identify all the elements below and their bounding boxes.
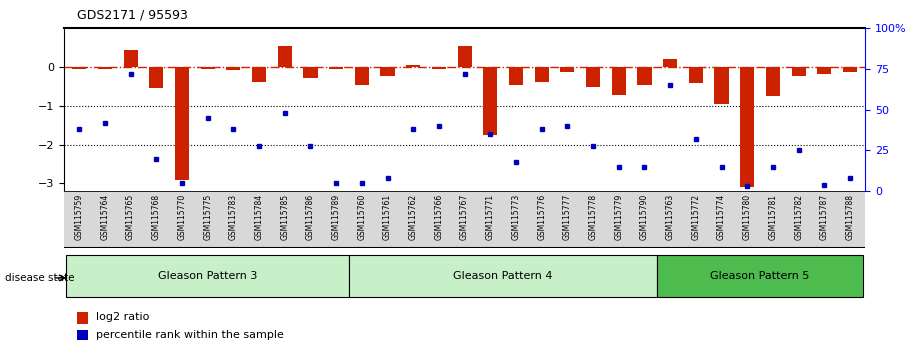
Bar (200, 67, 215, 69)
Text: GSM115765: GSM115765 (126, 194, 135, 240)
Bar (663, 58, 677, 67)
Bar (432, 67, 446, 69)
Text: GSM115759: GSM115759 (75, 194, 84, 240)
Text: GSM115778: GSM115778 (589, 194, 598, 240)
Bar (175, 67, 189, 179)
Bar (792, 67, 805, 76)
Text: GSM115782: GSM115782 (794, 194, 804, 240)
Text: GSM115788: GSM115788 (845, 194, 855, 240)
Bar (354, 67, 369, 85)
Text: GSM115770: GSM115770 (178, 194, 187, 240)
Text: GSM115775: GSM115775 (203, 194, 212, 240)
Bar (124, 50, 138, 67)
Bar (457, 46, 472, 67)
Text: Gleason Pattern 5: Gleason Pattern 5 (711, 271, 810, 281)
Bar (97, 67, 112, 69)
Text: GSM115773: GSM115773 (511, 194, 520, 240)
Text: GSM115774: GSM115774 (717, 194, 726, 240)
Bar (535, 67, 548, 82)
Text: GSM115779: GSM115779 (614, 194, 623, 240)
Bar (843, 67, 857, 72)
Bar (560, 67, 575, 72)
Bar (483, 67, 497, 135)
Text: GSM115776: GSM115776 (537, 194, 547, 240)
Bar (72, 67, 87, 69)
Text: GDS2171 / 95593: GDS2171 / 95593 (77, 9, 189, 22)
Text: GSM115789: GSM115789 (332, 194, 341, 240)
Text: GSM115768: GSM115768 (152, 194, 160, 240)
Bar (509, 67, 523, 85)
Text: GSM115780: GSM115780 (742, 194, 752, 240)
Text: GSM115784: GSM115784 (254, 194, 263, 240)
Bar (226, 67, 241, 70)
Text: GSM115762: GSM115762 (409, 194, 418, 240)
Text: GSM115763: GSM115763 (666, 194, 675, 240)
Text: GSM115761: GSM115761 (383, 194, 392, 240)
FancyBboxPatch shape (658, 255, 863, 297)
Text: GSM115790: GSM115790 (640, 194, 649, 240)
FancyBboxPatch shape (349, 255, 658, 297)
Text: disease state: disease state (5, 273, 74, 283)
Bar (689, 67, 703, 84)
Bar (381, 67, 394, 76)
Bar (817, 67, 832, 74)
Bar (766, 67, 780, 96)
Text: GSM115766: GSM115766 (435, 194, 444, 240)
Bar (252, 67, 266, 82)
Bar (303, 67, 318, 78)
Text: GSM115771: GSM115771 (486, 194, 495, 240)
Text: Gleason Pattern 3: Gleason Pattern 3 (158, 271, 257, 281)
Text: GSM115764: GSM115764 (100, 194, 109, 240)
Bar (638, 67, 651, 85)
Bar (278, 46, 292, 67)
Bar (586, 67, 600, 87)
Text: GSM115781: GSM115781 (769, 194, 777, 240)
Text: Gleason Pattern 4: Gleason Pattern 4 (454, 271, 553, 281)
Text: GSM115760: GSM115760 (357, 194, 366, 240)
Bar (611, 67, 626, 95)
Bar (714, 67, 729, 104)
Text: GSM115786: GSM115786 (306, 194, 315, 240)
Text: GSM115785: GSM115785 (281, 194, 290, 240)
FancyBboxPatch shape (67, 255, 349, 297)
Bar (406, 65, 420, 67)
Bar (740, 67, 754, 187)
Text: GSM115767: GSM115767 (460, 194, 469, 240)
Text: GSM115772: GSM115772 (691, 194, 701, 240)
Bar (329, 67, 343, 69)
Text: GSM115787: GSM115787 (820, 194, 829, 240)
Text: GSM115777: GSM115777 (563, 194, 572, 240)
Text: percentile rank within the sample: percentile rank within the sample (96, 330, 283, 339)
Bar (149, 67, 163, 88)
Text: GSM115783: GSM115783 (229, 194, 238, 240)
Text: log2 ratio: log2 ratio (96, 312, 149, 322)
